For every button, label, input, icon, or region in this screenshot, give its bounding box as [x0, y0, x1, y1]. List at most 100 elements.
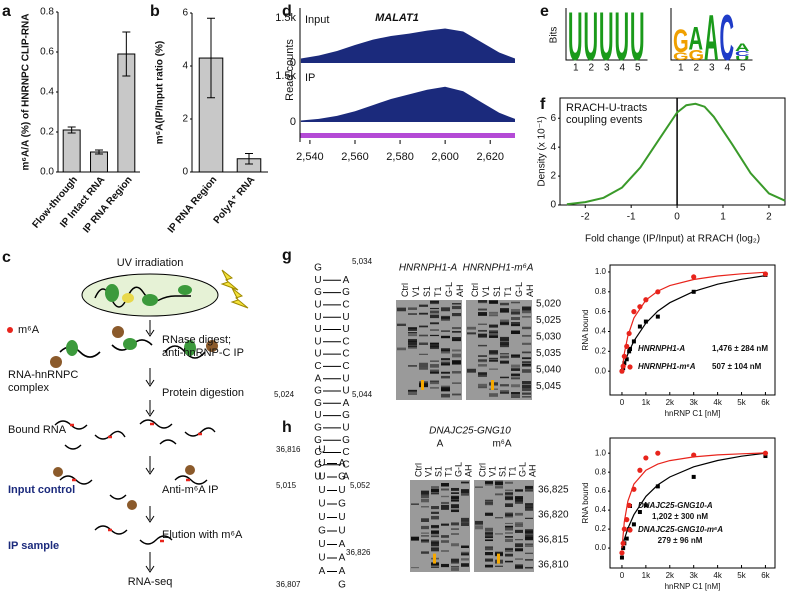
nucleotide: U	[342, 423, 349, 434]
logo-tick: 1	[678, 63, 684, 74]
gel-band	[408, 338, 417, 343]
nucleotide: C	[342, 336, 349, 347]
gel-position: 5,020	[536, 299, 561, 310]
nucleotide: A	[343, 398, 350, 409]
error-bar	[207, 17, 215, 99]
nucleotide: C	[314, 361, 321, 372]
gel-band	[441, 385, 450, 389]
gel	[466, 300, 532, 400]
lane-label: AH	[463, 464, 473, 477]
gel-band	[461, 492, 469, 496]
gel-band	[478, 308, 487, 311]
gel-band	[451, 509, 459, 513]
gel-band	[451, 567, 459, 571]
gel-band	[419, 362, 428, 367]
x-tick-label: 1	[720, 212, 726, 223]
nucleotide: U	[318, 512, 325, 523]
lane-label: Ctrl	[413, 463, 423, 477]
gel-band	[489, 350, 498, 354]
nucleotide: A	[319, 566, 326, 577]
gel	[474, 480, 534, 572]
gel-band	[511, 308, 520, 312]
nucleotide: G	[338, 472, 346, 483]
gel-band	[515, 566, 523, 570]
gel-band	[478, 386, 487, 389]
nucleotide: A	[339, 566, 346, 577]
plot-frame	[609, 264, 776, 396]
gel-band	[515, 543, 523, 547]
gel-band	[500, 355, 509, 359]
gel-heading: DNAJC25-GNG10	[429, 426, 511, 437]
gel-band	[525, 507, 533, 511]
flow-graphics	[7, 269, 249, 573]
gel-band	[515, 543, 523, 548]
nucleotide: G	[318, 526, 326, 537]
point	[762, 450, 769, 456]
gel-band	[505, 512, 513, 517]
gel-band	[441, 540, 449, 543]
gel-band	[505, 503, 513, 508]
y-tick-label: 0.0	[40, 167, 54, 178]
flow-text: IP sample	[8, 540, 59, 552]
logo-letter: G	[673, 23, 689, 59]
point	[631, 339, 636, 344]
gel-band	[421, 495, 429, 499]
gel-band	[495, 486, 503, 489]
gel-band	[441, 317, 450, 320]
gel-band	[478, 344, 487, 347]
gel-band	[419, 366, 428, 370]
y-tick-label: 6	[550, 113, 556, 124]
y-tick-label: 0.6	[595, 486, 607, 495]
gel-band	[485, 499, 493, 502]
gel-band	[511, 384, 520, 388]
gel-band	[511, 377, 520, 380]
gel-band	[411, 567, 419, 569]
error-bar	[67, 126, 76, 134]
gel-band	[431, 524, 439, 529]
point	[655, 484, 660, 489]
y-axis-label: Bits	[549, 27, 560, 44]
legend-value: 1,202 ± 300 nM	[652, 512, 708, 521]
nucleotide: U	[318, 445, 325, 456]
gel-mark	[497, 553, 500, 564]
lane-label: AH	[527, 464, 537, 477]
gel-band	[441, 501, 449, 505]
gel-band	[489, 330, 498, 334]
gel-band	[478, 373, 487, 377]
gel	[410, 480, 470, 572]
gel-band	[522, 307, 531, 311]
panel-label: h	[282, 419, 292, 436]
gel-band	[421, 494, 429, 496]
gel-band	[431, 515, 439, 520]
gel-band	[515, 548, 523, 551]
gel-band	[500, 361, 509, 364]
lane-label: G-L	[453, 462, 463, 477]
logo-tick: 3	[709, 63, 715, 74]
y-tick-label: 0.0	[595, 543, 607, 552]
legend-value: 1,476 ± 284 nM	[712, 344, 768, 353]
gel-band	[500, 323, 509, 325]
gel-band	[525, 552, 533, 555]
lane-label: S1	[492, 286, 502, 297]
nucleotide: U	[338, 485, 345, 496]
gel-band	[408, 327, 417, 329]
gel-band	[461, 551, 469, 556]
gel-band	[451, 492, 459, 495]
point	[763, 454, 768, 459]
gel-band	[431, 531, 439, 534]
gel-band	[461, 489, 469, 493]
logo-letter: U	[735, 56, 750, 62]
x-axis-label: Fold change (IP/Input) at RRACH (log₂)	[585, 234, 760, 245]
point	[691, 274, 697, 280]
y-axis-label: RNA bound	[581, 483, 590, 524]
gel-band	[431, 547, 439, 552]
point	[619, 550, 625, 556]
x-tick-label: -2	[581, 212, 590, 223]
gel-band	[495, 551, 503, 556]
gel-band	[441, 505, 449, 510]
gel-band	[467, 368, 476, 373]
logo-tick: 5	[740, 63, 746, 74]
point	[762, 271, 769, 277]
gel-band	[478, 355, 487, 357]
